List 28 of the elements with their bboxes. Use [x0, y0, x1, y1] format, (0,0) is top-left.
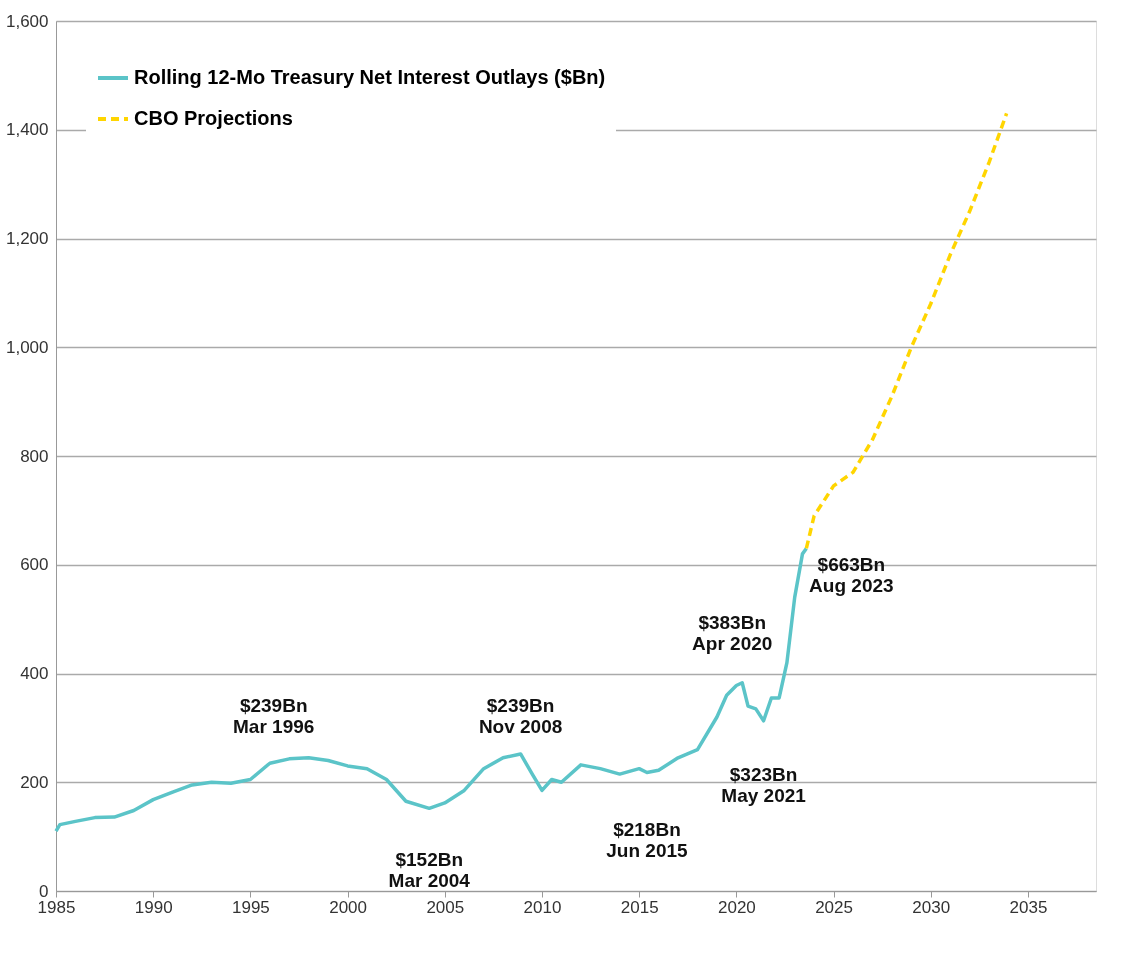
x-tick-label: 2000: [329, 897, 367, 917]
annotation: $323Bn May 2021: [721, 764, 807, 807]
y-tick-label: 1,200: [5, 229, 49, 248]
line-series: [804, 111, 1009, 551]
legend-label: CBO Projections: [134, 107, 293, 129]
x-tick-label: 1990: [134, 897, 173, 917]
x-tick-label: 2030: [912, 897, 951, 917]
x-tick-label: 2025: [815, 897, 853, 917]
annotation: $663Bn Aug 2023: [809, 554, 894, 597]
x-tick-label: 1995: [231, 897, 270, 917]
y-tick-label: 1,600: [5, 11, 49, 31]
x-tick-label: 2035: [1009, 897, 1048, 917]
annotation: $218Bn Jun 2015: [606, 819, 689, 862]
annotation: $152Bn Mar 2004: [388, 849, 471, 892]
y-tick-label: 1,000: [5, 337, 49, 357]
legend-label: Rolling 12-Mo Treasury Net Interest Outlays ($Bn): [134, 66, 606, 88]
annotation: $383Bn Apr 2020: [692, 611, 773, 654]
y-tick-label: 400: [20, 664, 49, 683]
y-tick-label: 200: [20, 772, 49, 792]
annotation: $239Bn Nov 2008: [478, 695, 563, 738]
annotation: $239Bn Mar 1996: [233, 695, 315, 738]
x-tick-label: 2005: [426, 897, 465, 917]
x-tick-label: 2015: [620, 897, 659, 917]
y-tick-label: 800: [20, 446, 49, 466]
y-tick-label: 1,400: [5, 120, 49, 140]
y-tick-label: 600: [20, 555, 49, 575]
x-tick-label: 2010: [523, 897, 562, 917]
x-tick-label: 2020: [717, 897, 756, 917]
